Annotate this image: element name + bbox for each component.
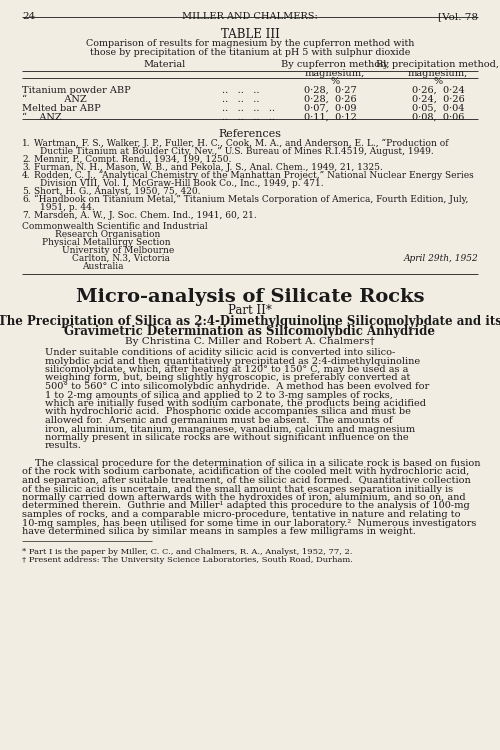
Text: determined therein.  Guthrie and Miller¹ adapted this procedure to the analysis : determined therein. Guthrie and Miller¹ …: [22, 502, 470, 511]
Text: ..   ..   ..: .. .. ..: [222, 95, 260, 104]
Text: ..   ..   ..   ..: .. .. .. ..: [222, 104, 275, 113]
Text: magnesium,: magnesium,: [305, 69, 365, 78]
Text: 3.: 3.: [22, 163, 30, 172]
Text: 0·05,  0·04: 0·05, 0·04: [412, 104, 464, 113]
Text: normally carried down afterwards with the hydroxides of iron, aluminium, and so : normally carried down afterwards with th…: [22, 493, 466, 502]
Text: 2.: 2.: [22, 155, 30, 164]
Text: Carlton, N.3, Victoria: Carlton, N.3, Victoria: [72, 254, 170, 263]
Text: 0·24,  0·26: 0·24, 0·26: [412, 95, 465, 104]
Text: Comparison of results for magnesium by the cupferron method with: Comparison of results for magnesium by t…: [86, 39, 414, 48]
Text: weighing form, but, being slightly hygroscopic, is preferably converted at: weighing form, but, being slightly hygro…: [45, 374, 410, 382]
Text: TABLE III: TABLE III: [220, 28, 280, 41]
Text: “    ANZ: “ ANZ: [22, 113, 62, 122]
Text: iron, aluminium, titanium, manganese, vanadium, calcium and magnesium: iron, aluminium, titanium, manganese, va…: [45, 424, 415, 433]
Text: Material: Material: [144, 60, 186, 69]
Text: Australia: Australia: [82, 262, 124, 271]
Text: of the silicic acid is uncertain, and the small amount that escapes separation i: of the silicic acid is uncertain, and th…: [22, 484, 453, 494]
Text: of the rock with sodium carbonate, acidification of the cooled melt with hydroch: of the rock with sodium carbonate, acidi…: [22, 467, 469, 476]
Text: 1951, p. 44.: 1951, p. 44.: [40, 203, 95, 212]
Text: ..   ..   ..: .. .. ..: [222, 86, 260, 95]
Text: Under suitable conditions of acidity silicic acid is converted into silico-: Under suitable conditions of acidity sil…: [45, 348, 395, 357]
Text: normally present in silicate rocks are without significant influence on the: normally present in silicate rocks are w…: [45, 433, 408, 442]
Text: silicomolybdate, which, after heating at 120° to 150° C, may be used as a: silicomolybdate, which, after heating at…: [45, 365, 408, 374]
Text: magnesium,: magnesium,: [408, 69, 468, 78]
Text: 24: 24: [22, 12, 35, 21]
Text: those by precipitation of the titanium at pH 5 with sulphur dioxide: those by precipitation of the titanium a…: [90, 48, 410, 57]
Text: 500° to 560° C into silicomolybdic anhydride.  A method has been evolved for: 500° to 560° C into silicomolybdic anhyd…: [45, 382, 429, 391]
Text: The classical procedure for the determination of silica in a silicate rock is ba: The classical procedure for the determin…: [35, 459, 480, 468]
Text: molybdic acid and then quantitatively precipitated as 2:4-dimethylquinoline: molybdic acid and then quantitatively pr…: [45, 356, 420, 365]
Text: allowed for.  Arsenic and germanium must be absent.  The amounts of: allowed for. Arsenic and germanium must …: [45, 416, 393, 425]
Text: By cupferron method,: By cupferron method,: [281, 60, 389, 69]
Text: 6.: 6.: [22, 195, 30, 204]
Text: 0·28,  0·26: 0·28, 0·26: [304, 95, 356, 104]
Text: References: References: [218, 129, 282, 139]
Text: 0·08,  0·06: 0·08, 0·06: [412, 113, 464, 122]
Text: 5.: 5.: [22, 187, 31, 196]
Text: Short, H. G., Analyst, 1950, 75, 420.: Short, H. G., Analyst, 1950, 75, 420.: [34, 187, 200, 196]
Text: 0·07,  0·09: 0·07, 0·09: [304, 104, 356, 113]
Text: 0·28,  0·27: 0·28, 0·27: [304, 86, 356, 95]
Text: Part II*: Part II*: [228, 304, 272, 317]
Text: have determined silica by similar means in samples a few milligrams in weight.: have determined silica by similar means …: [22, 527, 416, 536]
Text: Mennir, P., Compt. Rend., 1934, 199, 1250.: Mennir, P., Compt. Rend., 1934, 199, 125…: [34, 155, 232, 164]
Text: Rodden, C. J., “Analytical Chemistry of the Manhattan Project,” National Nuclear: Rodden, C. J., “Analytical Chemistry of …: [34, 171, 474, 180]
Text: Melted bar ABP: Melted bar ABP: [22, 104, 101, 113]
Text: which are initially fused with sodium carbonate, the products being acidified: which are initially fused with sodium ca…: [45, 399, 426, 408]
Text: Division VIII, Vol. I, McGraw-Hill Book Co., Inc., 1949, p. 471.: Division VIII, Vol. I, McGraw-Hill Book …: [40, 179, 324, 188]
Text: “            ANZ: “ ANZ: [22, 95, 87, 104]
Text: ..   ..   ..   ..: .. .. .. ..: [222, 113, 275, 122]
Text: %: %: [330, 77, 340, 86]
Text: Marsden, A. W., J. Soc. Chem. Ind., 1941, 60, 21.: Marsden, A. W., J. Soc. Chem. Ind., 1941…: [34, 211, 257, 220]
Text: 0·26,  0·24: 0·26, 0·24: [412, 86, 465, 95]
Text: %: %: [434, 77, 442, 86]
Text: The Precipitation of Silica as 2:4-Dimethylquinoline Silicomolybdate and its: The Precipitation of Silica as 2:4-Dimet…: [0, 315, 500, 328]
Text: Commonwealth Scientific and Industrial: Commonwealth Scientific and Industrial: [22, 222, 208, 231]
Text: 1.: 1.: [22, 139, 30, 148]
Text: results.: results.: [45, 442, 82, 451]
Text: † Present address: The University Science Laboratories, South Road, Durham.: † Present address: The University Scienc…: [22, 556, 353, 563]
Text: Research Organisation: Research Organisation: [55, 230, 160, 239]
Text: University of Melbourne: University of Melbourne: [62, 246, 174, 255]
Text: 1 to 2-mg amounts of silica and applied to 2 to 3-mg samples of rocks,: 1 to 2-mg amounts of silica and applied …: [45, 391, 393, 400]
Text: By Christina C. Miller and Robert A. Chalmers†: By Christina C. Miller and Robert A. Cha…: [125, 337, 375, 346]
Text: “Handbook on Titanium Metal,” Titanium Metals Corporation of America, Fourth Edi: “Handbook on Titanium Metal,” Titanium M…: [34, 195, 468, 204]
Text: MILLER AND CHALMERS:: MILLER AND CHALMERS:: [182, 12, 318, 21]
Text: Titanium powder ABP: Titanium powder ABP: [22, 86, 131, 95]
Text: Wartman, F. S., Walker, J. P., Fuller, H. C., Cook, M. A., and Anderson, E. L., : Wartman, F. S., Walker, J. P., Fuller, H…: [34, 139, 448, 148]
Text: Gravimetric Determination as Silicomolybdic Anhydride: Gravimetric Determination as Silicomolyb…: [64, 325, 436, 338]
Text: 4.: 4.: [22, 171, 30, 180]
Text: April 29th, 1952: April 29th, 1952: [403, 254, 478, 263]
Text: Micro-analysis of Silicate Rocks: Micro-analysis of Silicate Rocks: [76, 288, 424, 306]
Text: * Part I is the paper by Miller, C. C., and Chalmers, R. A., Analyst, 1952, 77, : * Part I is the paper by Miller, C. C., …: [22, 548, 352, 556]
Text: samples of rocks, and a comparable micro-procedure, tentative in nature and rela: samples of rocks, and a comparable micro…: [22, 510, 460, 519]
Text: 10-mg samples, has been utilised for some time in our laboratory.²  Numerous inv: 10-mg samples, has been utilised for som…: [22, 518, 476, 527]
Text: 7.: 7.: [22, 211, 30, 220]
Text: By precipitation method,: By precipitation method,: [376, 60, 500, 69]
Text: Physical Metallurgy Section: Physical Metallurgy Section: [42, 238, 170, 247]
Text: Furman, N. H., Mason, W. B., and Pekola, J. S., Anal. Chem., 1949, 21, 1325.: Furman, N. H., Mason, W. B., and Pekola,…: [34, 163, 383, 172]
Text: Ductile Titanium at Boulder City, Nev.,” U.S. Bureau of Mines R.I.4519, August, : Ductile Titanium at Boulder City, Nev.,”…: [40, 147, 434, 156]
Text: [Vol. 78: [Vol. 78: [438, 12, 478, 21]
Text: 0·11,  0·12: 0·11, 0·12: [304, 113, 356, 122]
Text: with hydrochloric acid.  Phosphoric oxide accompanies silica and must be: with hydrochloric acid. Phosphoric oxide…: [45, 407, 411, 416]
Text: and separation, after suitable treatment, of the silicic acid formed.  Quantitat: and separation, after suitable treatment…: [22, 476, 471, 485]
